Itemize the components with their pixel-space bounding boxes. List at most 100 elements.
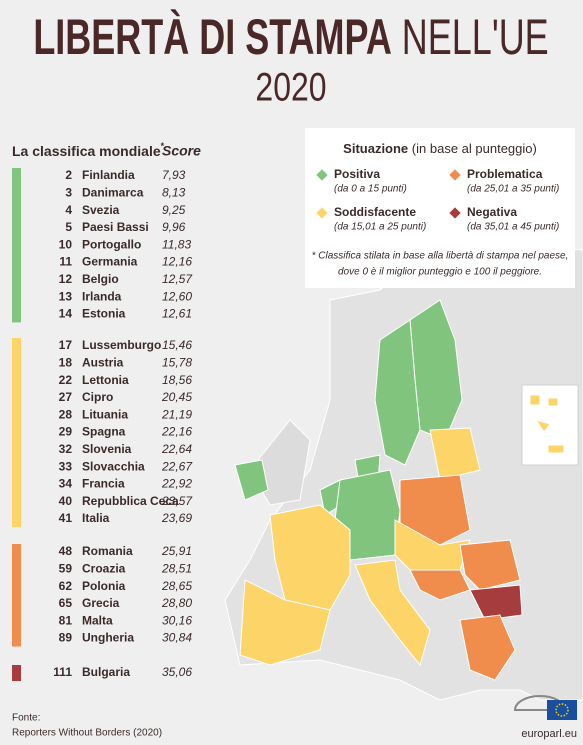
rank: 48 — [59, 544, 73, 558]
score-heading: Score — [162, 143, 201, 159]
rank: 81 — [59, 613, 73, 627]
score: 15,46 — [162, 338, 192, 352]
poland — [399, 474, 471, 546]
legend-range: (da 25,01 a 35 punti) — [467, 184, 559, 195]
legend-title: Situazione (in base al punteggio) — [343, 141, 537, 156]
country: Romania — [82, 544, 133, 558]
group-bar — [12, 544, 21, 647]
country: Repubblica Ceca — [82, 494, 179, 508]
rank: 32 — [59, 442, 73, 456]
rank: 29 — [59, 425, 73, 439]
rank: 89 — [59, 631, 73, 645]
score: 11,83 — [162, 237, 191, 251]
sweden — [374, 319, 421, 466]
legend-note: dove 0 è il miglior punteggio e 100 il p… — [338, 267, 542, 278]
legend-range: (da 0 a 15 punti) — [334, 184, 407, 195]
legend-title-main: Situazione — [343, 141, 408, 156]
score: 35,06 — [162, 665, 192, 679]
hungary-croatia — [409, 569, 471, 601]
rank: 59 — [59, 561, 73, 575]
score: 22,64 — [161, 442, 192, 456]
year-group: 2020 — [255, 64, 326, 109]
score: 15,78 — [162, 355, 192, 369]
score: 22,16 — [161, 425, 192, 439]
score: 12,16 — [162, 255, 192, 269]
baltics — [429, 427, 481, 481]
asterisk: * — [161, 141, 165, 151]
score: 23,69 — [161, 511, 192, 525]
legend-title-note: (in base al punteggio) — [412, 141, 537, 156]
source-text: Reporters Without Borders (2020) — [12, 728, 162, 739]
country: Estonia — [82, 307, 126, 321]
rank: 13 — [59, 289, 73, 303]
ranking-heading: La classifica mondiale* — [12, 141, 165, 158]
rank: 33 — [59, 459, 73, 473]
score: 28,80 — [161, 596, 192, 610]
country: Belgio — [82, 272, 119, 286]
rank: 3 — [65, 185, 72, 199]
country: Irlanda — [82, 289, 122, 303]
legend-box — [305, 128, 575, 288]
rank: 11 — [59, 255, 72, 269]
country: Spagna — [82, 425, 126, 439]
france — [269, 504, 351, 611]
title: LIBERTÀ DI STAMPA NELL'UE — [33, 7, 548, 64]
rank: 111 — [53, 665, 72, 679]
rank: 17 — [59, 338, 73, 352]
country: Malta — [82, 613, 113, 627]
brand: europarl.eu — [521, 728, 577, 740]
score: 20,45 — [161, 390, 192, 404]
country: Ungheria — [82, 631, 134, 645]
country: Croazia — [82, 561, 126, 575]
group-bar — [12, 665, 21, 681]
country: Austria — [82, 355, 124, 369]
score: 25,91 — [161, 544, 192, 558]
rank: 28 — [59, 407, 73, 421]
rank: 12 — [59, 272, 73, 286]
legend-marker — [316, 169, 328, 181]
rank: 34 — [59, 477, 73, 491]
country: Slovacchia — [82, 459, 145, 473]
source-label: Fonte: — [12, 713, 40, 724]
country: Lituania — [82, 407, 128, 421]
rank: 27 — [59, 390, 73, 404]
country: Paesi Bassi — [82, 220, 149, 234]
legend-marker — [316, 207, 328, 219]
legend-marker — [449, 169, 461, 181]
italy — [354, 559, 431, 667]
rank: 22 — [59, 373, 73, 387]
legend-label: Negativa — [467, 205, 517, 219]
score: 28,51 — [161, 561, 192, 575]
legend-label: Problematica — [467, 167, 543, 181]
legend-marker — [449, 207, 461, 219]
country: Lussemburgo — [82, 338, 161, 352]
heading: La classifica mondiale — [12, 143, 161, 159]
romania — [459, 539, 521, 591]
title-group: LIBERTÀ DI STAMPA NELL'UE — [33, 7, 548, 64]
score: 18,56 — [162, 373, 192, 387]
country: Francia — [82, 477, 125, 491]
rank: 5 — [65, 220, 72, 234]
score: 22,67 — [161, 459, 193, 473]
ireland — [234, 459, 269, 501]
greece — [459, 614, 516, 681]
country: Cipro — [82, 390, 113, 404]
eu-flag — [547, 700, 577, 720]
outermost-regions — [529, 394, 565, 454]
country: Svezia — [82, 203, 120, 217]
score: 12,57 — [162, 272, 193, 286]
country: Germania — [82, 255, 138, 269]
title-light: NELL'UE — [402, 10, 549, 65]
score: 7,93 — [162, 168, 186, 182]
score: 23,57 — [161, 494, 193, 508]
country: Polonia — [82, 579, 126, 593]
eu-stars — [555, 703, 569, 717]
legend-label: Positiva — [334, 167, 380, 181]
score: 9,96 — [162, 220, 186, 234]
score: 30,16 — [162, 613, 192, 627]
score: 30,84 — [162, 631, 192, 645]
rank: 40 — [59, 494, 73, 508]
iberia — [239, 579, 331, 666]
